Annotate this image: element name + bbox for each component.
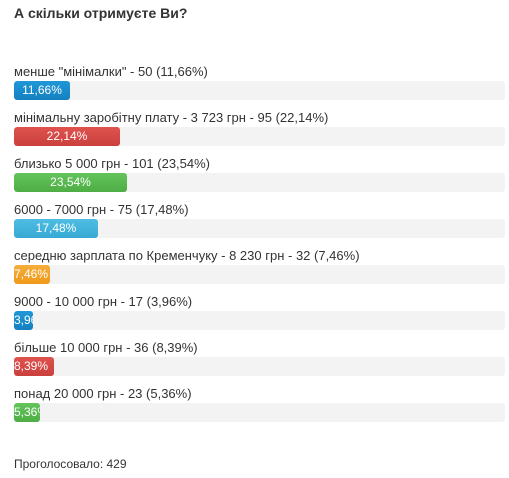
progress-bar: 8,39%	[14, 357, 54, 376]
poll-option: понад 20 000 грн - 23 (5,36%) 5,36%	[14, 384, 505, 430]
option-label: близько 5 000 грн - 101 (23,54%)	[14, 156, 211, 171]
progress-bar: 17,48%	[14, 219, 98, 238]
option-label: понад 20 000 грн - 23 (5,36%)	[14, 386, 192, 401]
option-label: більше 10 000 грн - 36 (8,39%)	[14, 340, 198, 355]
progress-bar: 3,96%	[14, 311, 33, 330]
progress-bar: 11,66%	[14, 81, 70, 100]
poll-option: мінімальну заробітну плату - 3 723 грн -…	[14, 108, 505, 154]
poll-option: близько 5 000 грн - 101 (23,54%) 23,54%	[14, 154, 505, 200]
poll-total-votes: Проголосовало: 429	[14, 457, 127, 471]
progress-bar: 22,14%	[14, 127, 120, 146]
poll-option: середню зарплата по Кременчуку - 8 230 г…	[14, 246, 505, 292]
poll-title: А скільки отримуєте Ви?	[14, 5, 188, 21]
progress-track: 8,39%	[14, 357, 505, 376]
progress-track: 17,48%	[14, 219, 505, 238]
progress-track: 22,14%	[14, 127, 505, 146]
progress-track: 11,66%	[14, 81, 505, 100]
progress-track: 23,54%	[14, 173, 505, 192]
option-label: середню зарплата по Кременчуку - 8 230 г…	[14, 248, 360, 263]
progress-bar: 5,36%	[14, 403, 40, 422]
poll-option: 9000 - 10 000 грн - 17 (3,96%) 3,96%	[14, 292, 505, 338]
poll-options: менше "мінімалки" - 50 (11,66%) 11,66% м…	[14, 62, 505, 430]
progress-bar: 7,46%	[14, 265, 50, 284]
poll-option: менше "мінімалки" - 50 (11,66%) 11,66%	[14, 62, 505, 108]
poll-option: 6000 - 7000 грн - 75 (17,48%) 17,48%	[14, 200, 505, 246]
progress-track: 3,96%	[14, 311, 505, 330]
progress-bar: 23,54%	[14, 173, 127, 192]
option-label: менше "мінімалки" - 50 (11,66%)	[14, 64, 208, 79]
option-label: 9000 - 10 000 грн - 17 (3,96%)	[14, 294, 193, 309]
option-label: мінімальну заробітну плату - 3 723 грн -…	[14, 110, 329, 125]
poll-option: більше 10 000 грн - 36 (8,39%) 8,39%	[14, 338, 505, 384]
progress-track: 5,36%	[14, 403, 505, 422]
progress-track: 7,46%	[14, 265, 505, 284]
option-label: 6000 - 7000 грн - 75 (17,48%)	[14, 202, 189, 217]
